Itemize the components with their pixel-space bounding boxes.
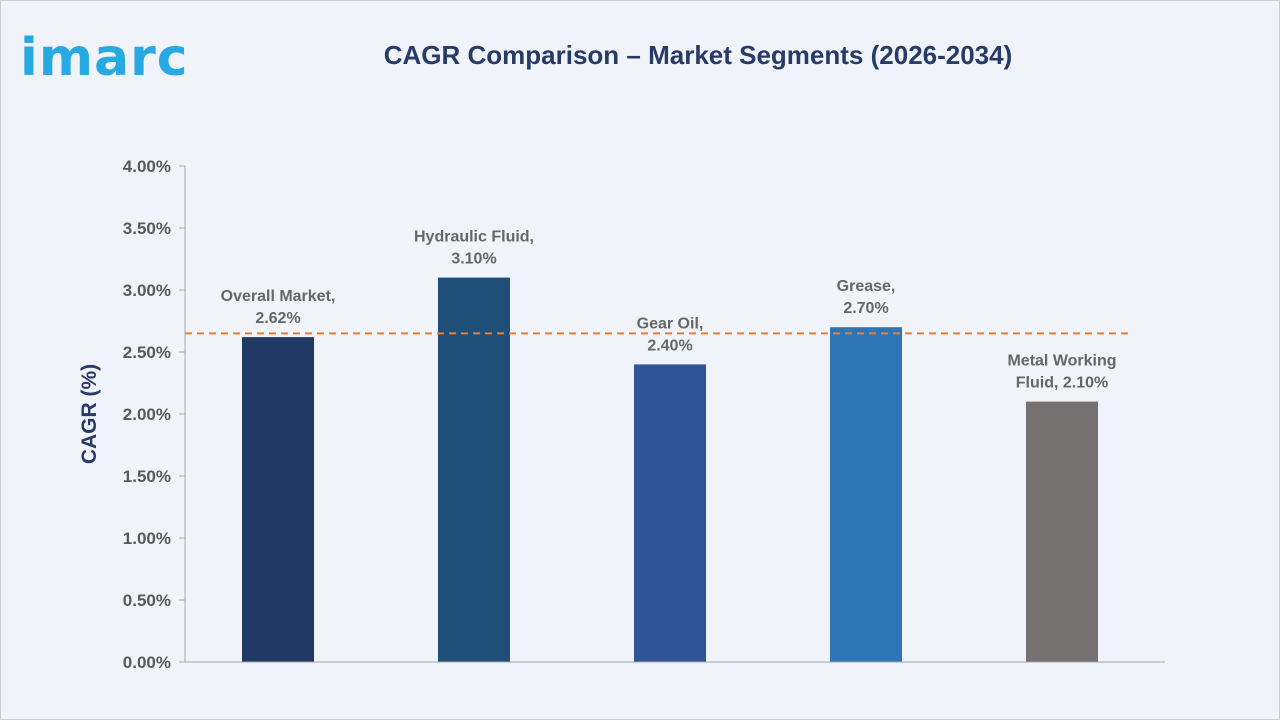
y-tick-label: 3.50% [123,219,171,238]
bar-grease [830,327,902,662]
chart-title: CAGR Comparison – Market Segments (2026-… [383,40,1013,70]
bar-hydraulic-fluid [438,277,510,662]
y-tick-label: 3.00% [123,281,171,300]
data-label: Grease, [837,278,896,295]
data-label: 3.10% [451,251,496,268]
y-tick-label: 1.00% [123,529,171,548]
bar-gear-oil [634,364,706,662]
data-label: 2.62% [255,310,300,327]
data-label: Overall Market, [221,288,336,305]
y-tick-label: 4.00% [123,157,171,176]
data-label: 2.70% [843,300,888,317]
y-axis-ticks: 0.00% 0.50% 1.00% 1.50% 2.00% 2.50% 3.00% 3.50%… [123,157,185,672]
bar-metal-working-fluid [1026,401,1098,662]
data-label: Fluid, 2.10% [1016,375,1108,392]
y-tick-label: 1.50% [123,467,171,486]
y-tick-label: 0.00% [123,653,171,672]
imarc-logo: imarc [20,28,189,88]
data-labels: Overall Market, 2.62% Hydraulic Fluid, 3.10… [221,229,1117,392]
y-axis-label: CAGR (%) [78,364,101,464]
data-label: Metal Working [1007,353,1116,370]
bars [242,277,1098,662]
y-tick-label: 2.00% [123,405,171,424]
data-label: Gear Oil, [637,315,704,332]
data-label: Hydraulic Fluid, [414,229,534,246]
data-label: 2.40% [647,337,692,354]
y-tick-label: 0.50% [123,591,171,610]
bar-overall-market [242,337,314,662]
y-tick-label: 2.50% [123,343,171,362]
